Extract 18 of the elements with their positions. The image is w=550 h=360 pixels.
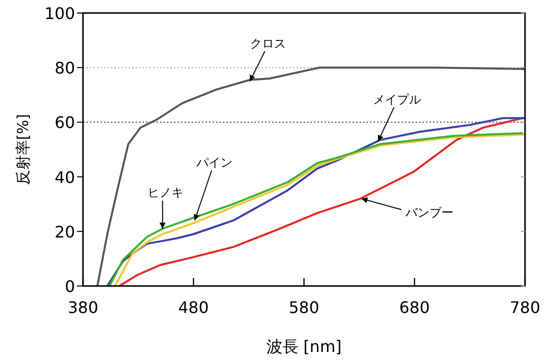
x-tick-label: 380: [68, 298, 98, 317]
x-tick-label: 780: [510, 298, 540, 317]
x-axis-title: 波長 [nm]: [266, 337, 342, 356]
y-tick-label: 40: [54, 168, 75, 187]
x-tick-label: 680: [399, 298, 430, 317]
y-tick-label: 20: [54, 222, 75, 242]
annotation: メイプル: [373, 92, 422, 106]
annotation: クロス: [250, 36, 286, 50]
y-tick-label: 80: [54, 58, 75, 78]
annotation: バンブー: [404, 206, 454, 220]
x-tick-label: 480: [178, 298, 209, 317]
annotation: ヒノキ: [148, 186, 184, 200]
y-tick-label: 0: [64, 277, 75, 296]
y-tick-label: 100: [44, 4, 75, 23]
annotation: パイン: [196, 155, 233, 170]
y-axis-title: 反射率[%]: [14, 114, 32, 185]
x-tick-label: 580: [288, 298, 320, 317]
y-tick-label: 60: [54, 113, 75, 132]
